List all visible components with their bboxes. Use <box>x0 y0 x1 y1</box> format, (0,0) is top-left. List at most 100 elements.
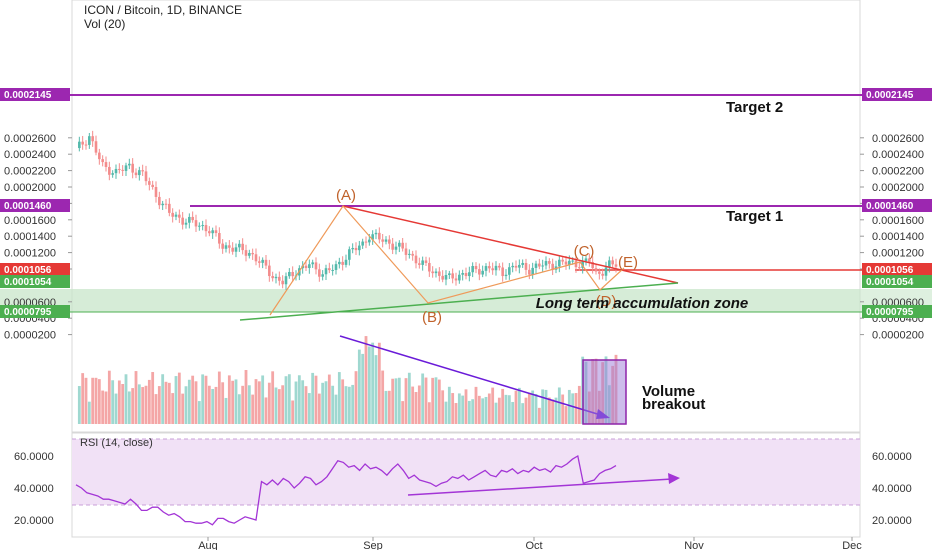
candle-body <box>351 247 354 250</box>
price-tick-right-7: 0.0001200 <box>872 248 924 260</box>
volume-bar <box>354 371 358 424</box>
triangle-lower-line <box>239 282 679 321</box>
candle-body <box>88 136 91 145</box>
candle-body <box>391 243 394 250</box>
candle-body <box>108 166 111 175</box>
volume-bar <box>287 374 291 424</box>
rsi-tick-left-2: 20.0000 <box>14 515 54 527</box>
wave-label-d: (D) <box>596 293 617 310</box>
level-badge-left-0 <box>0 88 70 101</box>
candle-body <box>384 239 388 242</box>
level-badge-left-text-4: 0.0000795 <box>4 307 52 318</box>
zone-label: Long term accumulation zone <box>536 295 749 312</box>
candle-body <box>388 239 391 244</box>
volume-bar <box>194 381 198 424</box>
volume-bar <box>304 386 308 424</box>
candle-body <box>458 274 461 281</box>
candle-body <box>354 247 358 251</box>
volume-bar <box>207 385 211 424</box>
candle-body <box>468 272 471 277</box>
volume-bar <box>324 381 328 424</box>
candle-body <box>551 263 554 270</box>
candle-body <box>398 242 401 247</box>
volume-bar <box>427 402 431 424</box>
level-badge-left-1 <box>0 199 70 212</box>
candle-body <box>151 184 154 188</box>
volume-bar <box>347 386 351 424</box>
candle-body <box>211 230 214 234</box>
candle-body <box>208 231 211 234</box>
candle-body <box>611 260 614 265</box>
volume-bar <box>431 377 435 424</box>
volume-bar <box>97 379 101 424</box>
candle-body <box>481 270 484 275</box>
volume-bar <box>397 377 401 424</box>
candle-body <box>101 159 104 163</box>
candle-body <box>338 261 341 265</box>
candle-body <box>241 243 244 251</box>
volume-bar <box>101 390 105 424</box>
volume-bar <box>114 393 118 424</box>
volume-bar <box>401 401 405 424</box>
rsi-line <box>75 454 617 526</box>
candle-body <box>358 245 361 251</box>
candle-body <box>541 265 544 267</box>
candle-body <box>561 259 564 262</box>
volume-bar <box>104 391 108 424</box>
volume-bar <box>441 390 445 424</box>
candle-body <box>508 267 511 275</box>
volume-bar <box>317 393 321 424</box>
volume-bar <box>371 342 375 424</box>
rsi-tick-right-0: 60.0000 <box>872 451 912 463</box>
candle-body <box>341 261 344 265</box>
volume-bar <box>301 380 305 424</box>
candle-body <box>231 247 234 252</box>
candle-body <box>264 259 268 266</box>
volume-bar <box>377 342 381 424</box>
candle-body <box>314 262 318 270</box>
candle-body <box>324 268 328 275</box>
candle-body <box>141 170 144 172</box>
candle-body <box>131 163 134 173</box>
volume-bar <box>517 387 521 424</box>
volume-bar <box>181 393 185 424</box>
candle-body <box>571 260 574 262</box>
candle-body <box>501 267 504 277</box>
volume-bar <box>197 401 201 424</box>
volume-bar <box>571 393 575 424</box>
price-tick-right-3: 0.0002000 <box>872 182 924 194</box>
time-tick-2: Oct <box>525 540 542 550</box>
candle-body <box>538 263 541 267</box>
volume-bar <box>351 384 355 424</box>
volume-bar <box>344 386 348 424</box>
volume-bar <box>154 394 158 424</box>
volume-bar <box>341 379 345 424</box>
volume-bar <box>554 397 558 424</box>
volume-bar <box>407 372 411 424</box>
volume-bar <box>357 349 361 424</box>
volume-bar <box>547 397 551 424</box>
volume-bar <box>94 377 98 424</box>
candle-body <box>488 266 491 269</box>
volume-bar <box>144 385 148 424</box>
level-badge-left-text-1: 0.0001460 <box>4 201 52 212</box>
volume-bar <box>374 355 378 424</box>
rsi-axis-left: 60.0000 40.0000 20.0000 <box>14 451 54 527</box>
candle-body <box>201 225 204 227</box>
volume-bar <box>567 389 571 424</box>
candle-body <box>321 274 324 277</box>
volume-bar <box>577 385 581 424</box>
volume-bar <box>531 390 535 424</box>
volume-bar <box>331 385 335 424</box>
volume-bar <box>524 397 528 424</box>
candle-body <box>198 225 201 227</box>
volume-bar <box>77 386 81 424</box>
price-tick-left-2: 0.0002200 <box>4 166 56 178</box>
candle-body <box>574 260 578 268</box>
volume-bar <box>271 371 275 424</box>
time-tick-3: Nov <box>684 540 704 550</box>
volume-bar <box>157 386 161 424</box>
candle-body <box>484 266 488 271</box>
volume-bar <box>224 397 228 424</box>
